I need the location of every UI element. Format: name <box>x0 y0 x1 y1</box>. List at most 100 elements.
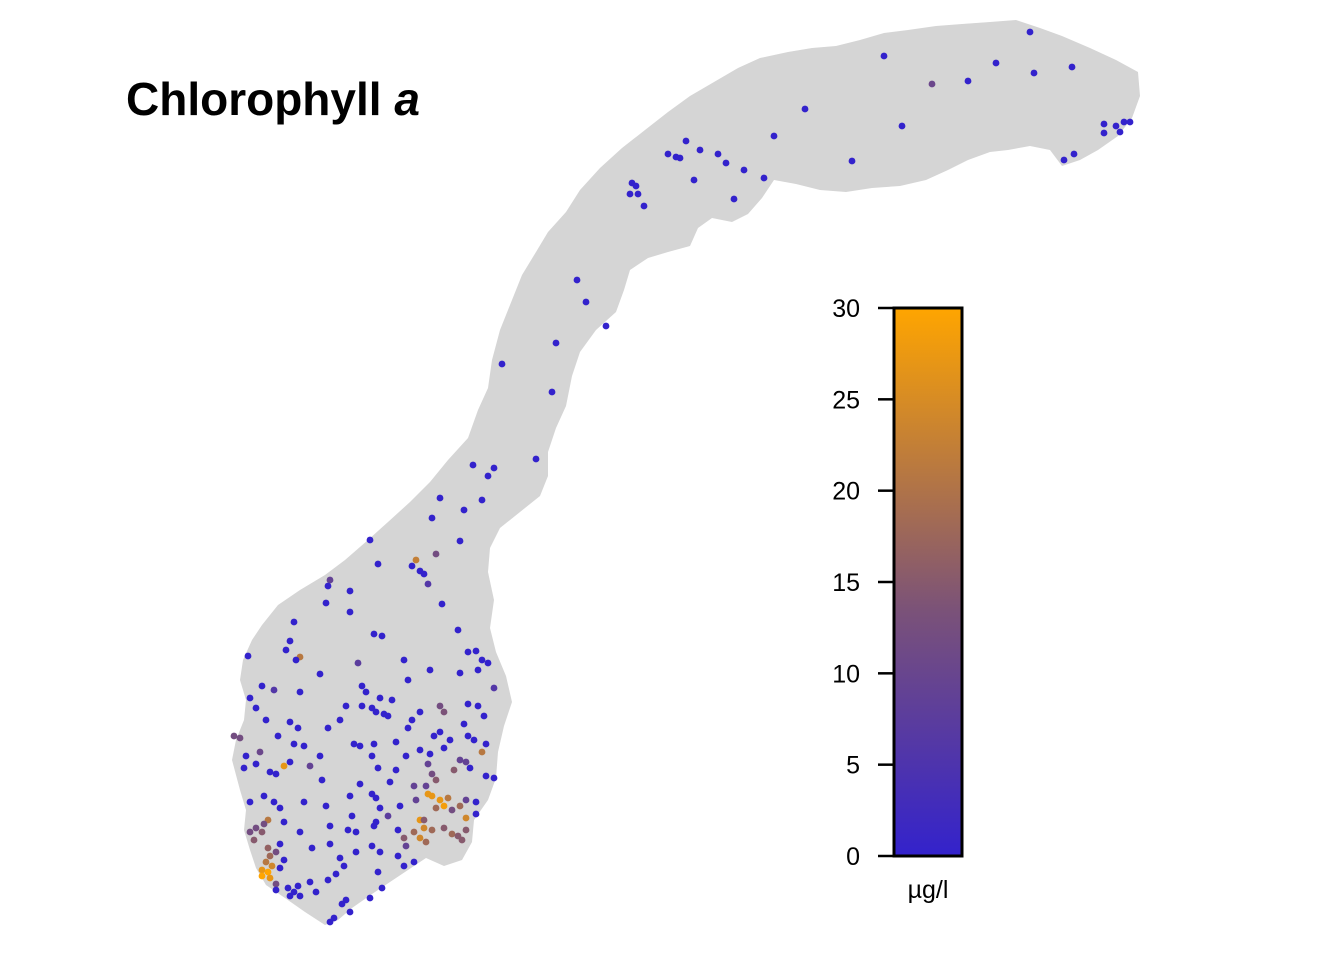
lake-point <box>306 762 314 770</box>
lake-point <box>436 796 444 804</box>
lake-point <box>246 694 254 702</box>
lake-point <box>440 708 448 716</box>
lake-point <box>1060 156 1068 164</box>
lake-point <box>230 732 238 740</box>
lake-point <box>326 576 334 584</box>
colorbar-tick-label: 30 <box>832 295 860 323</box>
lake-point <box>358 702 366 710</box>
lake-point <box>472 810 480 818</box>
lake-point <box>462 758 470 766</box>
lake-point <box>448 830 456 838</box>
lake-point <box>436 494 444 502</box>
lake-point <box>370 740 378 748</box>
lake-point <box>412 796 420 804</box>
lake-point <box>428 770 436 778</box>
lake-point <box>250 836 258 844</box>
lake-point <box>348 812 356 820</box>
lake-point <box>370 822 378 830</box>
lake-point <box>410 782 418 790</box>
lake-point <box>284 884 292 892</box>
lake-point <box>294 882 302 890</box>
lake-point <box>412 556 420 564</box>
lake-point <box>392 766 400 774</box>
lake-point <box>484 472 492 480</box>
lake-point <box>290 618 298 626</box>
lake-point <box>428 792 436 800</box>
lake-point <box>296 688 304 696</box>
lake-point <box>440 802 448 810</box>
lake-point <box>326 822 334 830</box>
title-main: Chlorophyll <box>126 73 382 125</box>
lake-point <box>290 740 298 748</box>
lake-point <box>330 914 338 922</box>
lake-point <box>898 122 906 130</box>
lake-point <box>376 804 384 812</box>
lake-point <box>880 52 888 60</box>
lake-point <box>428 826 436 834</box>
lake-point <box>426 750 434 758</box>
lake-point <box>456 756 464 764</box>
lake-point <box>478 748 486 756</box>
lake-point <box>346 587 354 595</box>
lake-point <box>424 760 432 768</box>
lake-point <box>454 626 462 634</box>
lake-point <box>436 702 444 710</box>
lake-point <box>696 146 704 154</box>
lake-point <box>258 682 266 690</box>
lake-point <box>532 455 540 463</box>
lake-point <box>1100 120 1108 128</box>
lake-point <box>416 708 424 716</box>
lake-point <box>400 656 408 664</box>
lake-point <box>440 824 448 832</box>
lake-point <box>1120 118 1128 126</box>
lake-point <box>366 894 374 902</box>
lake-point <box>276 840 284 848</box>
lake-point <box>386 778 394 786</box>
lake-point <box>346 908 354 916</box>
lake-point <box>264 844 272 852</box>
colorbar-axis: 0 5 10 15 20 25 30 <box>832 295 894 871</box>
lake-point <box>384 812 392 820</box>
lake-point <box>332 870 340 878</box>
lake-point <box>280 818 288 826</box>
lake-point <box>714 150 722 158</box>
lake-point <box>760 174 768 182</box>
lake-point <box>964 77 972 85</box>
lake-point <box>286 637 294 645</box>
lake-point <box>316 752 324 760</box>
lake-point <box>444 794 452 802</box>
lake-point <box>456 537 464 545</box>
lake-point <box>676 154 684 162</box>
lake-point <box>350 740 358 748</box>
lake-point <box>324 724 332 732</box>
lake-point <box>294 724 302 732</box>
lake-point <box>682 137 690 145</box>
lake-point <box>344 826 352 834</box>
lake-point <box>336 854 344 862</box>
lake-point <box>448 806 456 814</box>
lake-point <box>384 712 392 720</box>
lake-point <box>472 798 480 806</box>
lake-point <box>286 892 294 900</box>
lake-point <box>340 862 348 870</box>
lake-point <box>240 764 248 772</box>
lake-point <box>446 736 454 744</box>
lake-point <box>420 824 428 832</box>
lake-point <box>322 802 330 810</box>
lake-point <box>268 862 276 870</box>
lake-point <box>336 716 344 724</box>
lake-point <box>432 804 440 812</box>
lake-point <box>296 892 304 900</box>
lake-point <box>634 190 642 198</box>
lake-point <box>258 866 266 874</box>
lake-point <box>482 740 490 748</box>
lake-point <box>801 105 809 113</box>
lake-point <box>416 746 424 754</box>
lake-point <box>422 838 430 846</box>
lake-point <box>262 858 270 866</box>
lake-point <box>928 80 936 88</box>
lake-point <box>490 774 498 782</box>
lake-point <box>372 708 380 716</box>
lake-point <box>462 796 470 804</box>
